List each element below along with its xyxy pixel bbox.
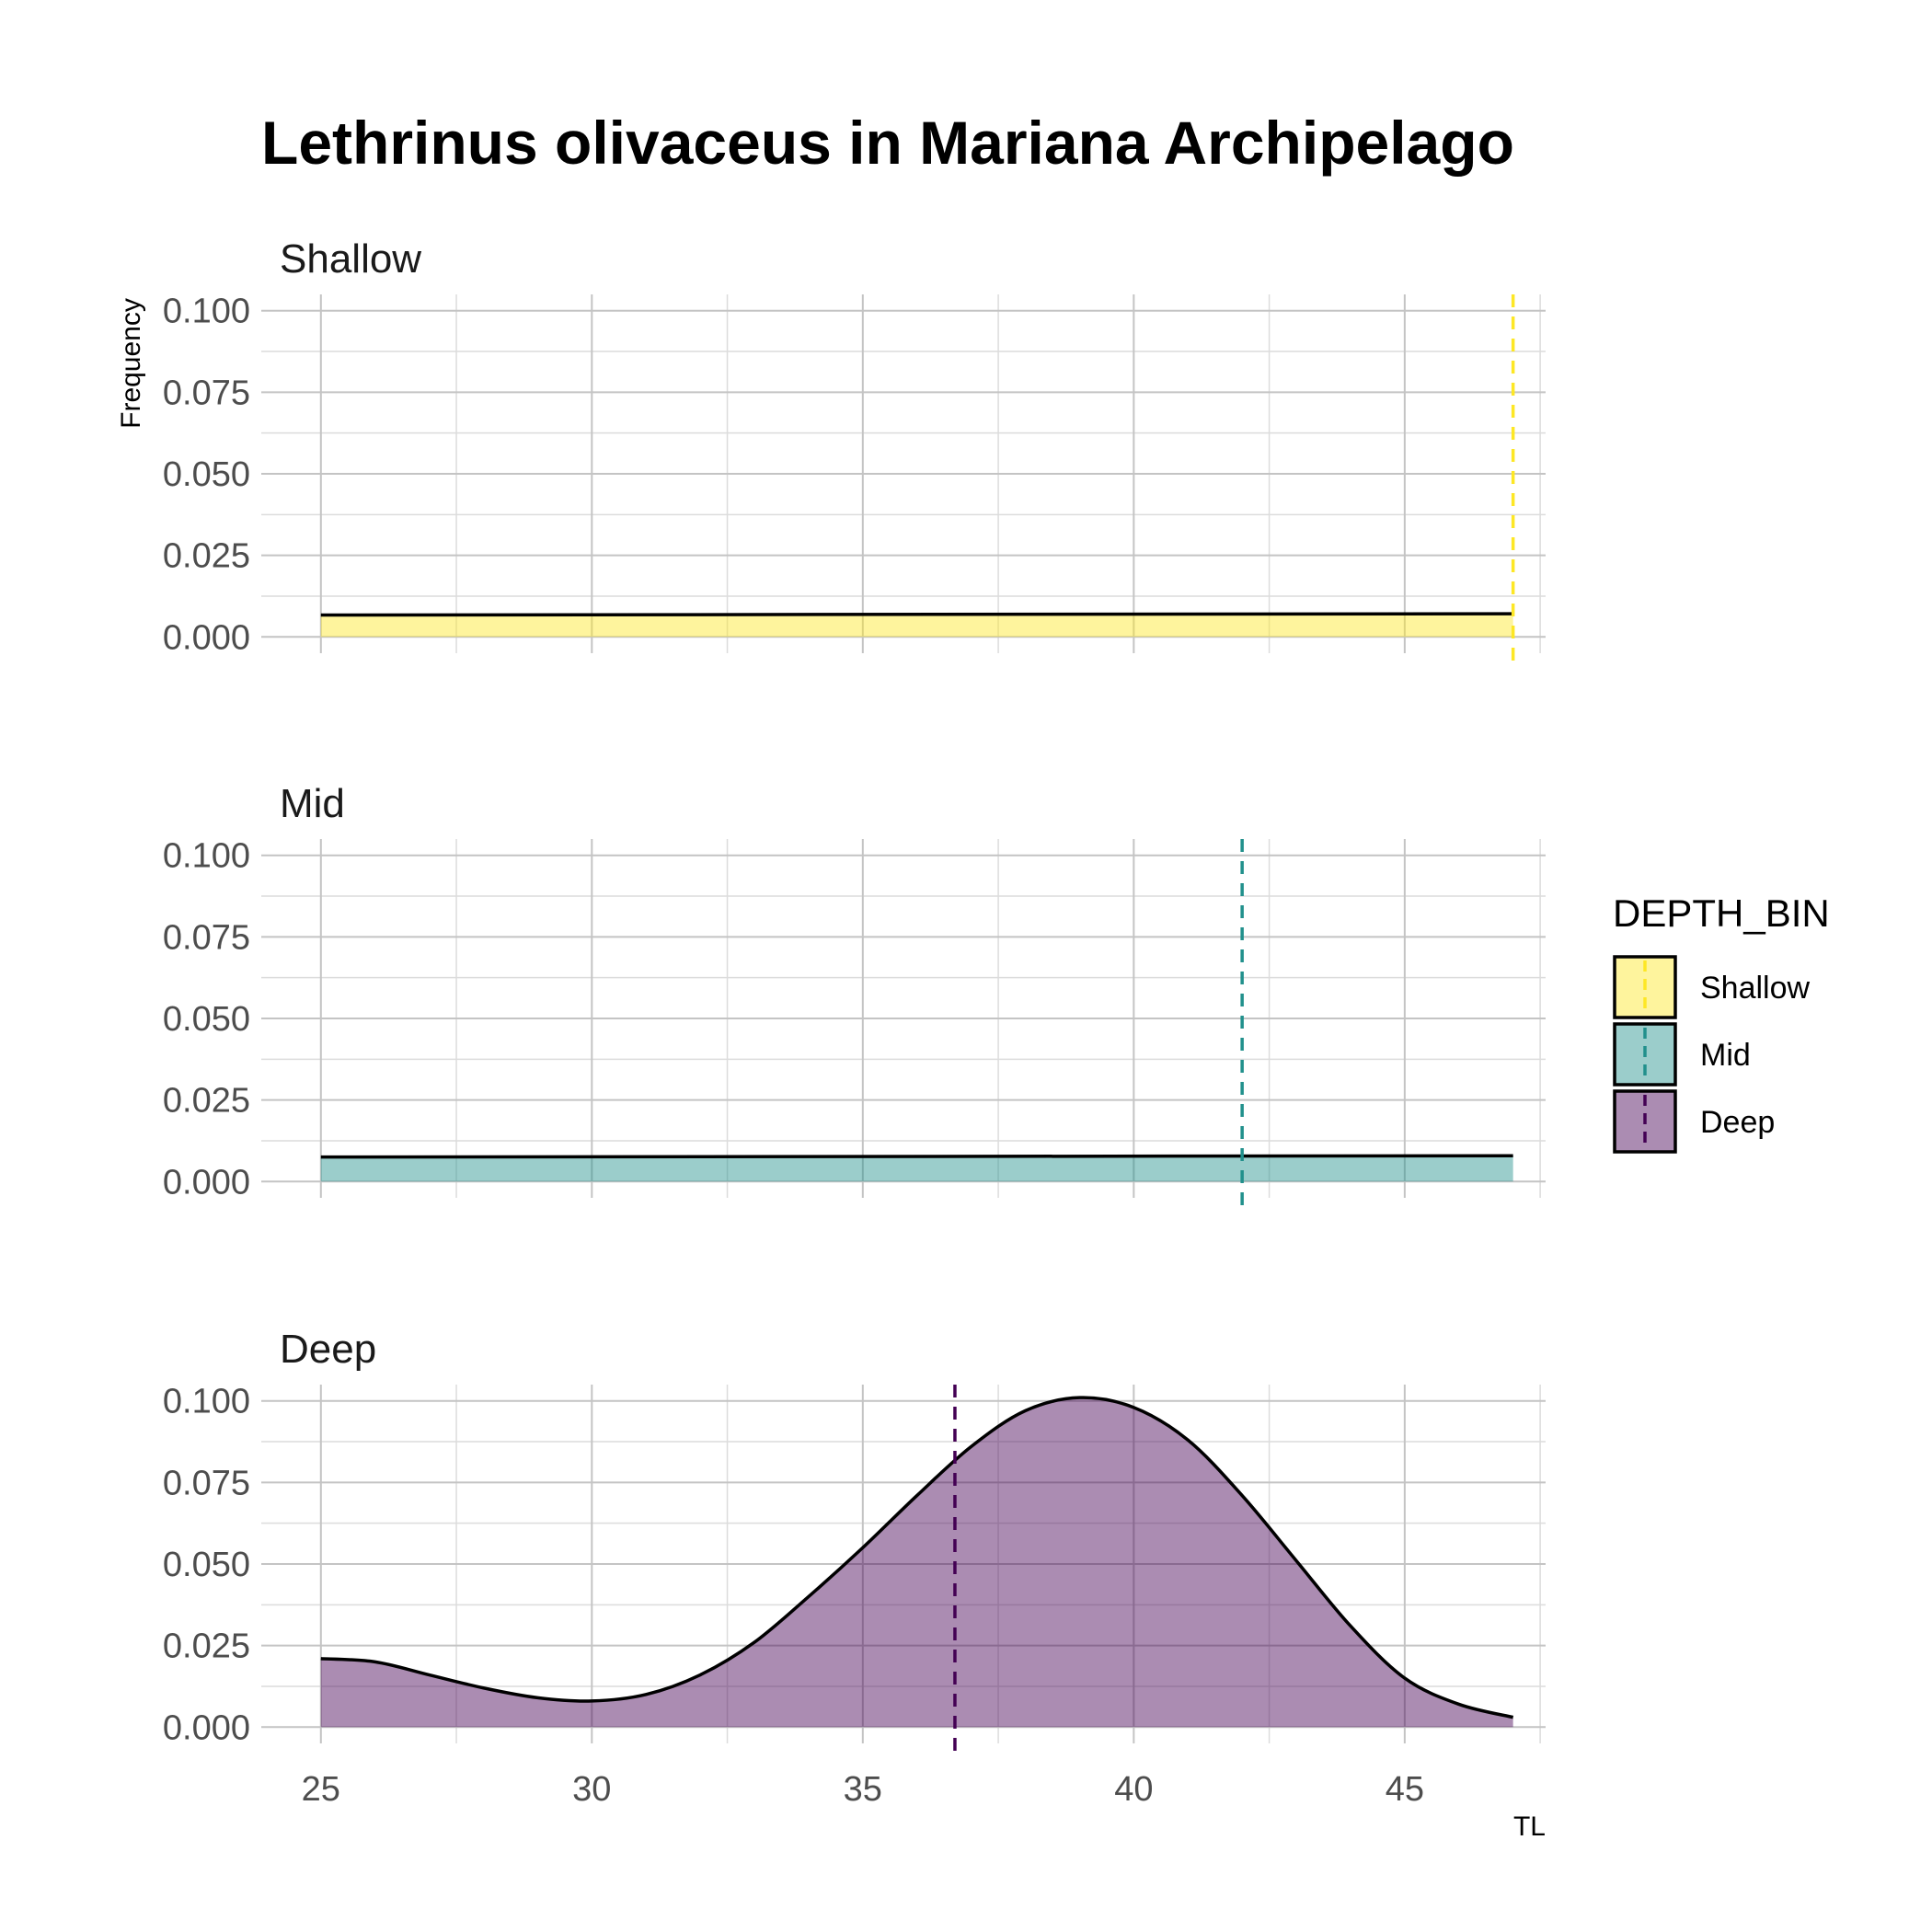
legend-title: DEPTH_BIN bbox=[1613, 891, 1830, 935]
y-tick-label: 0.100 bbox=[163, 837, 250, 876]
x-tick-label: 45 bbox=[1386, 1770, 1424, 1809]
y-tick-label: 0.000 bbox=[163, 1163, 250, 1202]
y-tick-label: 0.050 bbox=[163, 1000, 250, 1039]
panel-shallow: Shallow 0.000 0.025 0.050 0.075 0.100 bbox=[163, 236, 1546, 666]
panel-strip-label: Deep bbox=[280, 1327, 376, 1372]
legend-entry-shallow: Shallow bbox=[1613, 955, 1811, 1019]
x-axis-label: TL bbox=[1513, 1811, 1546, 1842]
legend-entry-deep: Deep bbox=[1613, 1089, 1775, 1154]
y-tick-label: 0.075 bbox=[163, 374, 250, 412]
density-area bbox=[320, 1156, 1513, 1182]
legend-label: Mid bbox=[1700, 1038, 1751, 1073]
panel-strip-label: Mid bbox=[280, 781, 345, 826]
x-tick-label: 30 bbox=[572, 1770, 611, 1809]
chart-title: Lethrinus olivaceus in Mariana Archipela… bbox=[261, 109, 1514, 177]
x-tick-label: 25 bbox=[302, 1770, 340, 1809]
density-curve bbox=[320, 612, 1513, 617]
legend-label: Deep bbox=[1700, 1105, 1775, 1140]
facet-panels: Shallow 0.000 0.025 0.050 0.075 0.100 Mid 0.000… bbox=[163, 236, 1546, 1809]
y-tick-label: 0.050 bbox=[163, 1546, 250, 1584]
panel-mid: Mid 0.000 0.025 0.050 0.075 0.100 bbox=[163, 781, 1546, 1211]
legend-label: Shallow bbox=[1700, 971, 1811, 1006]
panel-strip-label: Shallow bbox=[280, 236, 421, 282]
y-tick-label: 0.075 bbox=[163, 1464, 250, 1502]
density-area bbox=[320, 614, 1513, 638]
y-tick-label: 0.000 bbox=[163, 1708, 250, 1747]
y-axis-label: Frequency bbox=[116, 298, 146, 429]
x-tick-label: 35 bbox=[844, 1770, 882, 1809]
y-tick-label: 0.000 bbox=[163, 618, 250, 657]
y-tick-label: 0.025 bbox=[163, 1082, 250, 1121]
y-tick-label: 0.050 bbox=[163, 455, 250, 494]
x-tick-label: 40 bbox=[1114, 1770, 1153, 1809]
y-tick-label: 0.075 bbox=[163, 918, 250, 957]
y-tick-label: 0.025 bbox=[163, 1627, 250, 1666]
y-tick-label: 0.025 bbox=[163, 537, 250, 576]
density-area bbox=[320, 1397, 1513, 1728]
y-tick-label: 0.100 bbox=[163, 1383, 250, 1421]
legend: DEPTH_BIN Shallow Mid Deep bbox=[1613, 891, 1830, 1154]
legend-entry-mid: Mid bbox=[1613, 1022, 1751, 1087]
density-curve bbox=[320, 1396, 1514, 1719]
y-tick-label: 0.100 bbox=[163, 293, 250, 331]
panel-deep: Deep 0.000 0.025 0.050 0.075 0.100 25 30 35 40 45 bbox=[163, 1327, 1546, 1809]
